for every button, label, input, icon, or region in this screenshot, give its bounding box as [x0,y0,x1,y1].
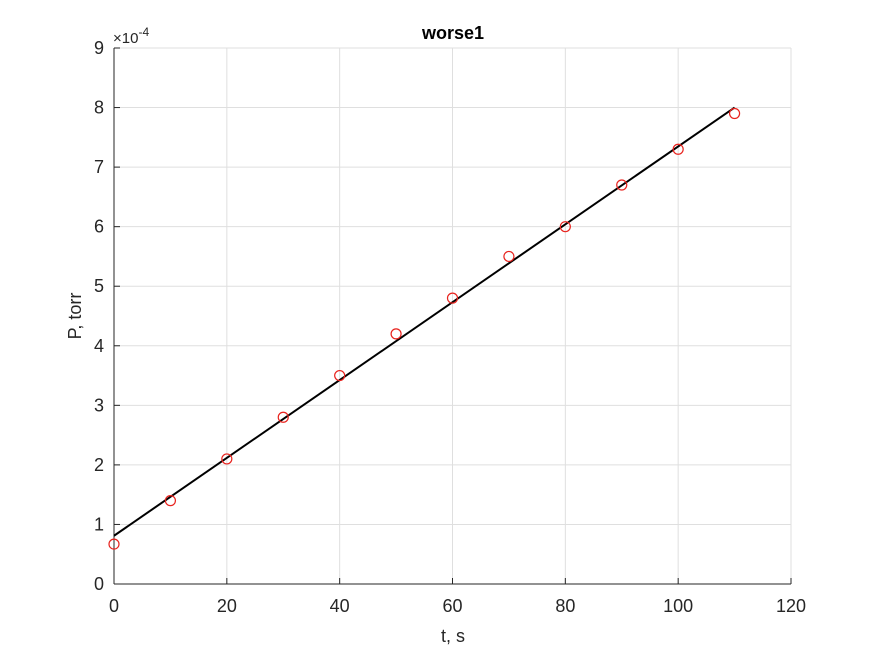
data-point [559,221,571,233]
y-tick-label: 3 [94,395,104,415]
chart-title: worse1 [421,23,484,43]
y-tick-label: 6 [94,217,104,237]
data-point [616,179,628,191]
data-point [390,328,402,340]
axes [113,47,792,585]
data-point [277,411,289,423]
y-tick-label: 9 [94,38,104,58]
data-point [108,538,120,550]
tick-labels: 0 20 40 60 80 100 120 0 1 2 3 4 5 6 7 8 9 [94,38,806,616]
x-tick-label: 0 [109,596,119,616]
y-tick-label: 7 [94,157,104,177]
fit-line [113,106,736,537]
data-point [164,495,177,507]
y-exponent-base: ×10 [113,30,138,47]
data-point [446,292,459,304]
y-tick-label: 8 [94,98,104,118]
y-tick-label: 0 [94,574,104,594]
x-tick-label: 20 [217,596,237,616]
data-point [334,369,346,382]
y-tick-label: 5 [94,276,104,296]
x-tick-label: 40 [330,596,350,616]
data-series [108,106,741,550]
data-point [672,143,684,155]
y-tick-label: 2 [94,455,104,475]
x-tick-label: 120 [776,596,806,616]
data-point [503,250,515,263]
x-tick-label: 60 [442,596,462,616]
x-axis-label: t, s [441,626,465,646]
y-tick-label: 4 [94,336,104,356]
svg-text:×10-4: ×10-4 [113,25,149,47]
data-point [728,107,741,120]
grid [113,47,792,585]
y-tick-label: 1 [94,514,104,534]
y-exponent-power: -4 [138,25,149,39]
x-tick-label: 80 [555,596,575,616]
data-point [221,453,233,465]
y-axis-exponent: ×10-4 [113,25,149,47]
y-axis-label: P, torr [65,293,85,340]
x-tick-label: 100 [663,596,693,616]
